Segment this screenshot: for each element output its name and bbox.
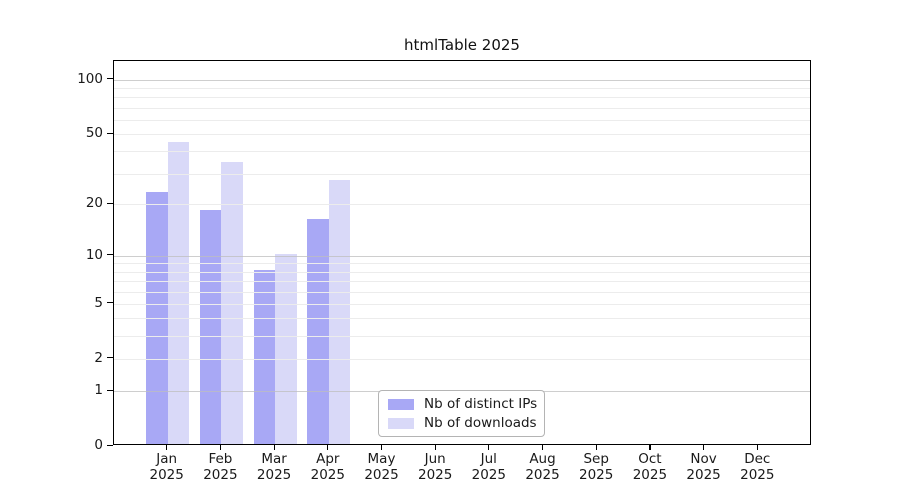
gridline-90	[114, 88, 810, 90]
y-tick-label-2: 2	[94, 349, 103, 366]
y-tick-label-50: 50	[85, 125, 103, 141]
x-tick-dec	[756, 445, 758, 450]
y-tick-100	[107, 78, 113, 80]
y-tick-label-0: 0	[94, 437, 103, 453]
gridline-7	[114, 281, 810, 282]
gridline-10	[114, 255, 810, 257]
y-tick-label-100: 100	[77, 70, 103, 87]
bar-feb-downloads	[221, 161, 243, 444]
chart-title: htmlTable 2025	[404, 36, 520, 54]
y-tick-2	[107, 357, 113, 359]
gridline-100	[114, 79, 810, 81]
legend-label-distinct-ips: Nb of distinct IPs	[424, 396, 538, 412]
x-tick-label-jun: Jun 2025	[418, 451, 453, 483]
legend-row-downloads: Nb of downloads	[388, 415, 544, 431]
gridline-2	[114, 358, 810, 360]
gridline-80	[114, 97, 810, 99]
legend-label-downloads: Nb of downloads	[424, 415, 537, 431]
bar-apr-downloads	[328, 179, 351, 444]
gridline-5	[114, 303, 810, 305]
legend-row-distinct-ips: Nb of distinct IPs	[388, 396, 544, 412]
y-tick-20	[107, 202, 113, 205]
x-tick-label-sep: Sep 2025	[579, 451, 614, 483]
y-tick-label-10: 10	[85, 246, 103, 263]
bar-mar-distinct-ips	[253, 269, 276, 444]
x-tick-label-jan: Jan 2025	[149, 451, 184, 483]
x-tick-aug	[542, 445, 544, 450]
plot-area	[113, 60, 811, 445]
x-tick-oct	[649, 445, 651, 450]
gridline-4	[114, 318, 810, 320]
gridline-6	[114, 291, 810, 293]
gridline-9	[114, 263, 810, 265]
x-tick-label-nov: Nov 2025	[686, 451, 721, 483]
y-tick-1	[107, 389, 113, 391]
bar-jan-distinct-ips	[146, 191, 168, 444]
bar-jan-downloads	[167, 141, 190, 444]
legend: Nb of distinct IPs Nb of downloads	[378, 390, 545, 437]
x-tick-label-aug: Aug 2025	[525, 451, 560, 483]
gridline-20	[114, 204, 810, 206]
y-tick-10	[107, 254, 113, 256]
y-tick-label-1: 1	[94, 382, 103, 398]
y-tick-0	[107, 444, 113, 446]
gridline-70	[114, 107, 810, 109]
x-tick-label-mar: Mar 2025	[256, 451, 292, 483]
legend-swatch-downloads	[388, 417, 414, 429]
gridline-60	[114, 119, 810, 121]
x-tick-jun	[434, 445, 436, 450]
gridline-30	[114, 173, 810, 175]
x-tick-label-apr: Apr 2025	[310, 451, 345, 483]
gridline-3	[114, 336, 810, 337]
legend-swatch-distinct-ips	[388, 398, 414, 410]
gridline-8	[114, 271, 810, 273]
x-tick-feb	[219, 445, 222, 450]
x-tick-label-oct: Oct 2025	[632, 451, 668, 483]
y-tick-5	[107, 302, 113, 304]
x-tick-nov	[703, 445, 705, 450]
bar-apr-distinct-ips	[307, 219, 329, 444]
y-tick-label-5: 5	[94, 294, 103, 311]
y-tick-label-20: 20	[85, 195, 103, 212]
gridline-50	[114, 134, 810, 135]
gridline-40	[114, 151, 810, 153]
x-tick-jul	[488, 445, 490, 450]
x-tick-may	[381, 445, 383, 450]
x-tick-mar	[273, 445, 275, 450]
x-tick-label-may: May 2025	[364, 451, 399, 483]
x-tick-sep	[595, 445, 597, 450]
x-tick-apr	[327, 445, 329, 450]
x-tick-label-feb: Feb 2025	[203, 451, 238, 483]
bar-feb-distinct-ips	[199, 210, 222, 444]
x-tick-label-dec: Dec 2025	[740, 451, 775, 483]
x-tick-label-jul: Jul 2025	[471, 451, 506, 483]
y-tick-50	[107, 132, 113, 134]
x-tick-jan	[166, 445, 168, 450]
bar-mar-downloads	[275, 253, 297, 444]
